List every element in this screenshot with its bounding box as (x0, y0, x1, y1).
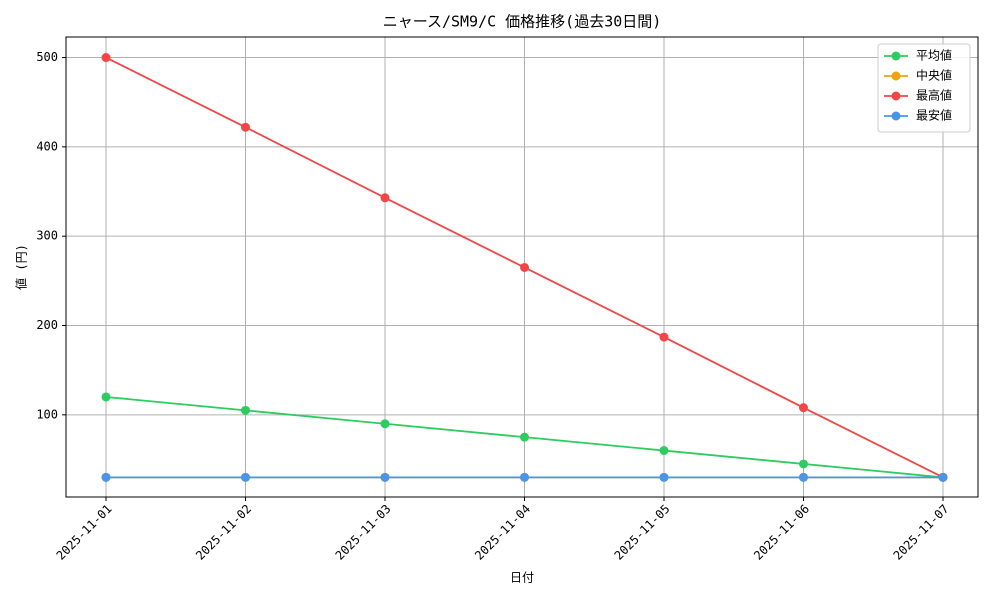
legend-marker (891, 71, 901, 81)
y-tick-label: 400 (36, 139, 58, 153)
legend-marker (891, 51, 901, 61)
legend-label: 最高値 (916, 88, 952, 103)
x-tick-label: 2025-11-06 (751, 502, 812, 563)
legend-marker (891, 91, 901, 101)
data-point (659, 472, 669, 482)
y-tick-label: 500 (36, 50, 58, 64)
data-point (520, 432, 529, 442)
legend-box (877, 43, 971, 133)
data-point (659, 332, 669, 342)
x-tick-label: 2025-11-04 (472, 502, 533, 563)
data-point (938, 472, 948, 482)
y-tick-label: 100 (36, 407, 58, 421)
data-point (799, 459, 808, 469)
y-tick-label: 300 (36, 229, 58, 243)
data-point (101, 53, 111, 63)
data-point (241, 405, 250, 415)
data-point (241, 122, 250, 132)
y-tick-label: 200 (36, 318, 58, 332)
data-point (799, 403, 808, 413)
data-point (101, 392, 111, 402)
data-point (380, 472, 390, 482)
y-axis-label: 値 (円) (14, 244, 29, 290)
x-tick-label: 2025-11-05 (612, 502, 673, 563)
x-tick-label: 2025-11-02 (193, 502, 254, 563)
legend-label: 最安値 (916, 108, 952, 123)
data-point (520, 472, 529, 482)
legend-marker (891, 111, 901, 121)
data-point (101, 472, 111, 482)
data-point (241, 472, 250, 482)
data-point (380, 193, 390, 203)
legend-label: 平均値 (916, 48, 952, 63)
chart-title: ニャース/SM9/C 価格推移(過去30日間) (383, 13, 662, 31)
x-tick-label: 2025-11-01 (54, 502, 115, 563)
plot-frame (65, 36, 979, 498)
data-point (799, 472, 808, 482)
x-tick-label: 2025-11-03 (333, 502, 394, 563)
x-tick-label: 2025-11-07 (891, 502, 952, 563)
x-axis-label: 日付 (510, 571, 534, 585)
data-point (380, 419, 390, 429)
legend-label: 中央値 (916, 68, 952, 83)
data-point (520, 262, 529, 272)
data-point (659, 446, 669, 456)
